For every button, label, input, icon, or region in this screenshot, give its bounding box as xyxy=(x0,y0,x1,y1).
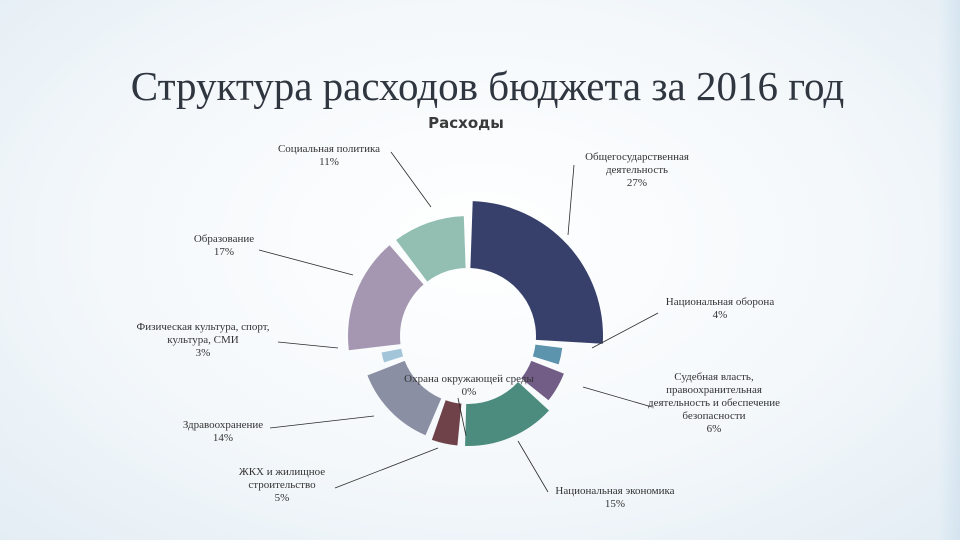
slice-социальная-политика xyxy=(396,216,466,282)
slice-национальная-оборона xyxy=(532,344,563,365)
slice-жкх-и-жилищное-строительство xyxy=(431,400,462,446)
leader-line xyxy=(269,415,375,429)
chart-title: Расходы xyxy=(428,114,504,132)
leader-line xyxy=(457,397,467,437)
leader-line xyxy=(591,312,659,349)
decorative-edge xyxy=(938,0,960,540)
slice-здравоохранение xyxy=(367,360,442,436)
data-label-жкх-и-жилищное-строительство: ЖКХ и жилищное строительство 5% xyxy=(239,466,325,504)
leader-line xyxy=(277,341,339,349)
leader-line xyxy=(567,164,575,236)
data-label-социальная-политика: Социальная политика 11% xyxy=(278,143,380,168)
slice-физическая-культура-спорт-культура-сми xyxy=(381,348,404,363)
leader-line xyxy=(517,440,549,493)
data-label-образование: Образование 17% xyxy=(194,233,254,258)
data-label-здравоохранение: Здравоохранение 14% xyxy=(183,419,263,444)
slice-национальная-экономика xyxy=(465,382,549,447)
slice-образование xyxy=(348,245,424,351)
data-label-физическая-культура-спорт-культура-сми: Физическая культура, спорт, культура, СМИ… xyxy=(137,321,270,359)
leader-line xyxy=(390,151,432,208)
leader-line xyxy=(582,386,653,408)
data-label-судебная-власть-правоохранительная-деятельность-и-обеспечение-безопасности: Судебная власть, правоохранительная деятел… xyxy=(648,371,780,435)
data-label-национальная-экономика: Национальная экономика 15% xyxy=(555,485,674,510)
data-label-общегосударственная-деятельность: Общегосударственная деятельность 27% xyxy=(585,151,689,189)
slice-судебная-власть-правоохранительная-деятельность-и-обеспечение-безопасности xyxy=(521,360,564,401)
data-label-национальная-оборона: Национальная оборона 4% xyxy=(666,296,775,321)
data-label-охрана-окружающей-среды: Охрана окружающей среды 0% xyxy=(404,373,534,398)
leader-line xyxy=(334,447,439,489)
leader-line xyxy=(258,249,354,276)
page-title: Структура расходов бюджета за 2016 год xyxy=(130,63,845,109)
slice-общегосударственная-деятельность xyxy=(470,201,603,344)
